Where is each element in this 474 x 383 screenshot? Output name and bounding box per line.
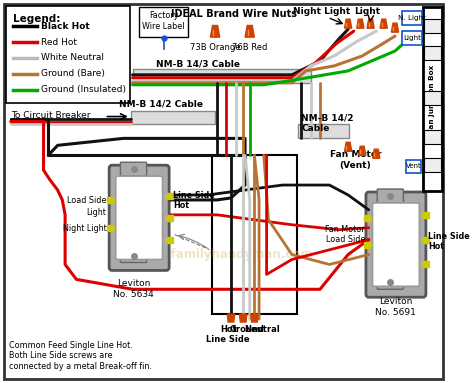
Text: IDEAL Brand Wire Nuts: IDEAL Brand Wire Nuts	[171, 9, 297, 19]
Polygon shape	[358, 146, 366, 155]
Text: Ground: Ground	[229, 325, 264, 334]
FancyBboxPatch shape	[424, 46, 441, 60]
Text: Factory
Wire Label: Factory Wire Label	[142, 11, 185, 31]
Polygon shape	[373, 149, 380, 158]
Text: Legend:: Legend:	[13, 14, 60, 24]
Polygon shape	[380, 19, 387, 28]
FancyBboxPatch shape	[133, 69, 310, 83]
Polygon shape	[345, 142, 352, 151]
FancyBboxPatch shape	[120, 249, 146, 262]
FancyBboxPatch shape	[401, 11, 422, 25]
Text: Ground (Insulated): Ground (Insulated)	[41, 85, 126, 94]
FancyBboxPatch shape	[424, 19, 441, 33]
Text: Neutral: Neutral	[244, 325, 280, 334]
FancyBboxPatch shape	[131, 111, 215, 124]
FancyBboxPatch shape	[366, 192, 426, 297]
Text: N. Light: N. Light	[398, 15, 426, 21]
Text: NM-B 14/2 Cable: NM-B 14/2 Cable	[118, 100, 203, 109]
Text: Fan Motor
Load Side: Fan Motor Load Side	[325, 225, 365, 244]
Text: To Circuit Breaker: To Circuit Breaker	[11, 111, 90, 119]
FancyBboxPatch shape	[401, 31, 422, 45]
Text: White Neutral: White Neutral	[41, 54, 104, 62]
Text: Line Side
Hot: Line Side Hot	[428, 232, 470, 251]
FancyBboxPatch shape	[377, 275, 403, 289]
FancyBboxPatch shape	[424, 91, 441, 105]
Polygon shape	[227, 314, 235, 322]
FancyBboxPatch shape	[109, 165, 169, 270]
FancyBboxPatch shape	[424, 131, 441, 144]
Text: Leviton
No. 5634: Leviton No. 5634	[113, 279, 154, 299]
Text: Fan Motor
(Vent): Fan Motor (Vent)	[330, 150, 382, 170]
Text: Hot
Line Side: Hot Line Side	[206, 325, 250, 344]
FancyBboxPatch shape	[6, 7, 130, 103]
FancyBboxPatch shape	[4, 4, 443, 379]
FancyBboxPatch shape	[139, 7, 188, 37]
Text: Load Side: Load Side	[67, 196, 106, 205]
FancyBboxPatch shape	[406, 160, 421, 173]
Text: www.familyhandyman.com: www.familyhandyman.com	[134, 248, 313, 261]
Text: Light: Light	[354, 7, 380, 16]
FancyBboxPatch shape	[116, 176, 163, 260]
Text: Ground (Bare): Ground (Bare)	[41, 69, 105, 79]
Polygon shape	[392, 23, 399, 32]
FancyBboxPatch shape	[373, 203, 419, 286]
Text: Fan Junction Box: Fan Junction Box	[429, 65, 436, 133]
FancyBboxPatch shape	[424, 158, 441, 172]
Text: Night Light: Night Light	[63, 224, 106, 233]
Text: NM-B 14/3 Cable: NM-B 14/3 Cable	[156, 60, 240, 69]
Text: Red Hot: Red Hot	[41, 38, 77, 47]
Polygon shape	[367, 19, 374, 28]
FancyBboxPatch shape	[377, 189, 403, 203]
FancyBboxPatch shape	[120, 162, 146, 176]
Text: Leviton
No. 5691: Leviton No. 5691	[375, 297, 416, 317]
FancyBboxPatch shape	[298, 124, 349, 138]
Text: Line Side
Hot: Line Side Hot	[173, 191, 215, 210]
Text: 73B Orange: 73B Orange	[190, 43, 240, 52]
Text: Black Hot: Black Hot	[41, 22, 90, 31]
Text: 76B Red: 76B Red	[232, 43, 267, 52]
Polygon shape	[245, 26, 255, 37]
Polygon shape	[345, 19, 352, 28]
Text: NM-B 14/2
Cable: NM-B 14/2 Cable	[301, 114, 354, 133]
Polygon shape	[210, 26, 219, 37]
Polygon shape	[251, 314, 258, 322]
Polygon shape	[357, 19, 364, 28]
Text: Light: Light	[403, 35, 421, 41]
Text: Common Feed Single Line Hot.
Both Line Side screws are
connected by a metal Brea: Common Feed Single Line Hot. Both Line S…	[9, 341, 152, 371]
FancyBboxPatch shape	[212, 155, 297, 314]
FancyBboxPatch shape	[423, 7, 442, 191]
Text: Light: Light	[86, 208, 106, 217]
Polygon shape	[239, 314, 247, 322]
Text: Vent: Vent	[406, 163, 421, 169]
Text: Night Light: Night Light	[293, 7, 350, 16]
